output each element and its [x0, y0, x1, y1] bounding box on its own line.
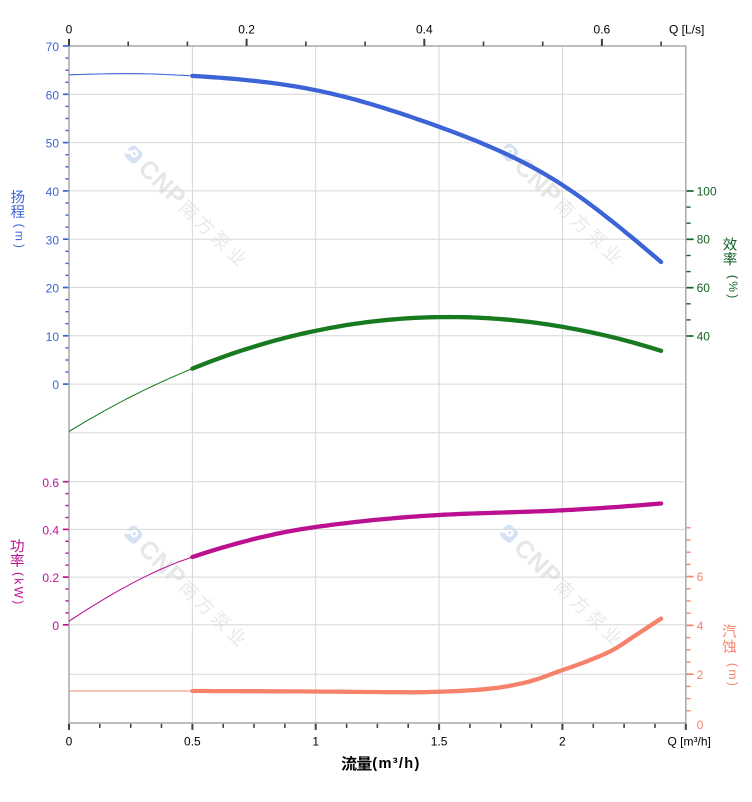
svg-text:(m): (m)	[726, 663, 740, 688]
svg-text:70: 70	[46, 40, 60, 54]
svg-text:0: 0	[66, 23, 73, 37]
svg-text:(%): (%)	[726, 275, 740, 301]
svg-text:1: 1	[312, 734, 319, 748]
svg-text:50: 50	[46, 137, 60, 151]
svg-text:0.2: 0.2	[42, 571, 59, 585]
svg-text:80: 80	[697, 233, 711, 247]
svg-text:10: 10	[46, 330, 60, 344]
svg-text:Q [m³/h]: Q [m³/h]	[668, 734, 711, 748]
svg-text:40: 40	[697, 329, 711, 343]
svg-text:0.6: 0.6	[42, 476, 59, 490]
svg-text:Q [L/s]: Q [L/s]	[669, 23, 704, 37]
svg-text:0: 0	[52, 619, 59, 633]
svg-text:30: 30	[46, 233, 60, 247]
svg-text:60: 60	[46, 88, 60, 102]
svg-text:0.2: 0.2	[238, 23, 255, 37]
svg-text:100: 100	[697, 184, 717, 198]
svg-text:40: 40	[46, 185, 60, 199]
svg-text:1.5: 1.5	[431, 734, 448, 748]
svg-text:2: 2	[697, 668, 704, 682]
svg-text:4: 4	[697, 619, 704, 633]
svg-text:0: 0	[697, 718, 704, 732]
svg-text:6: 6	[697, 570, 704, 584]
svg-text:0.4: 0.4	[42, 524, 59, 538]
svg-text:(kW): (kW)	[11, 572, 25, 607]
svg-text:60: 60	[697, 281, 711, 295]
svg-text:0.4: 0.4	[416, 23, 433, 37]
svg-text:0.6: 0.6	[594, 23, 611, 37]
svg-text:0: 0	[52, 378, 59, 392]
svg-text:(m³/h): (m³/h)	[372, 756, 420, 772]
svg-text:0.5: 0.5	[184, 734, 201, 748]
svg-text:(m): (m)	[13, 224, 27, 251]
svg-text:20: 20	[46, 282, 60, 296]
svg-text:2: 2	[559, 734, 566, 748]
svg-text:0: 0	[66, 734, 73, 748]
